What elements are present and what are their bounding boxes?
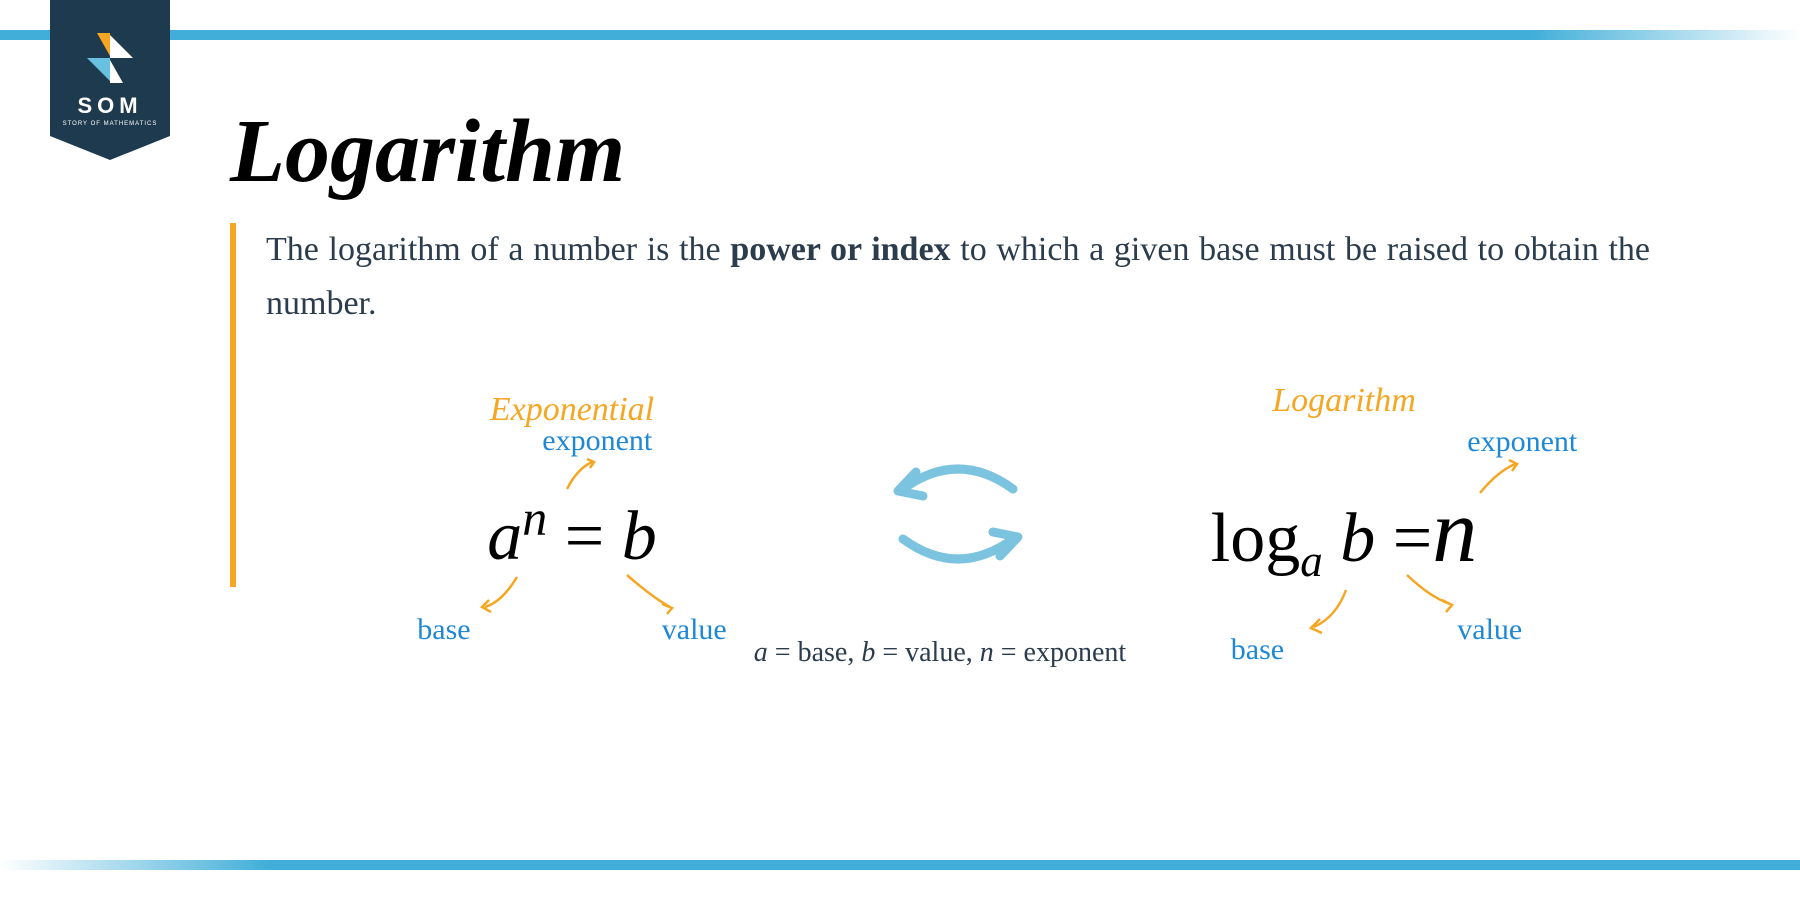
top-accent-bar bbox=[0, 30, 1800, 40]
equations-row: Exponential an = b exponent base bbox=[266, 382, 1650, 587]
brand-subtitle: STORY OF MATHEMATICS bbox=[63, 121, 158, 127]
pointer-arrow-icon bbox=[622, 572, 677, 617]
bottom-accent-bar bbox=[0, 860, 1800, 870]
brand-badge: SOM STORY OF MATHEMATICS bbox=[50, 0, 170, 160]
pointer-arrow-icon bbox=[1477, 460, 1522, 500]
logarithm-formula-wrap: loga b =n exponent base va bbox=[1211, 480, 1477, 587]
anno-exponent-exp: exponent bbox=[542, 424, 652, 458]
definition-text: The logarithm of a number is the power o… bbox=[266, 223, 1650, 332]
legend-b: b bbox=[861, 637, 875, 668]
brand-logo-icon bbox=[85, 33, 135, 83]
legend-a-desc: = base, bbox=[768, 637, 862, 668]
anno-value-log: value bbox=[1457, 613, 1522, 647]
pointer-arrow-icon bbox=[1402, 572, 1457, 617]
log-result: n bbox=[1432, 482, 1477, 581]
brand-title: SOM bbox=[77, 93, 142, 119]
pointer-arrow-icon bbox=[562, 459, 602, 499]
exponential-formula: an = b bbox=[487, 498, 656, 575]
logarithm-label: Logarithm bbox=[1058, 382, 1630, 420]
exp-base: a bbox=[487, 498, 522, 575]
log-text: log bbox=[1211, 500, 1300, 577]
logarithm-formula: loga b =n bbox=[1211, 500, 1477, 577]
definition-block: The logarithm of a number is the power o… bbox=[230, 223, 1650, 587]
log-equals: = bbox=[1393, 500, 1432, 577]
log-value: b bbox=[1340, 500, 1375, 577]
log-base: a bbox=[1300, 536, 1323, 586]
pointer-arrow-icon bbox=[477, 572, 527, 617]
exponential-formula-wrap: an = b exponent base value bbox=[487, 489, 656, 577]
legend-b-desc: = value, bbox=[875, 637, 979, 668]
anno-value-exp: value bbox=[662, 613, 727, 647]
exponential-group: Exponential an = b exponent base bbox=[286, 391, 858, 577]
anno-base-log: base bbox=[1231, 633, 1284, 667]
legend-n: n bbox=[980, 637, 994, 668]
pointer-arrow-icon bbox=[1306, 587, 1356, 637]
legend-n-desc: = exponent bbox=[994, 637, 1126, 668]
main-content: Logarithm The logarithm of a number is t… bbox=[230, 100, 1650, 669]
logarithm-group: Logarithm loga b =n exponent base bbox=[1058, 382, 1630, 587]
anno-base-exp: base bbox=[417, 613, 470, 647]
exp-value: b bbox=[622, 498, 657, 575]
exp-equals: = bbox=[565, 498, 604, 575]
exp-exponent: n bbox=[522, 490, 547, 546]
swap-arrows-icon bbox=[858, 454, 1058, 574]
definition-prefix: The logarithm of a number is the bbox=[266, 231, 730, 268]
page-title: Logarithm bbox=[230, 100, 1650, 203]
anno-exponent-log: exponent bbox=[1467, 425, 1577, 459]
definition-bold: power or index bbox=[730, 231, 950, 268]
legend-a: a bbox=[754, 637, 768, 668]
